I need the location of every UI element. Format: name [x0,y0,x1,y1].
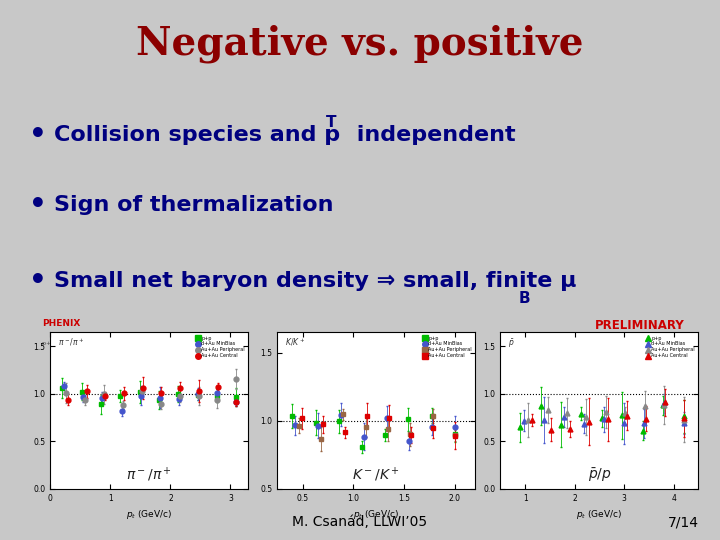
Text: $\bar{p}/p$: $\bar{p}/p$ [588,466,611,484]
Text: $\pi^-/\pi^+$: $\pi^-/\pi^+$ [127,465,172,484]
Text: $K/K^+$: $K/K^+$ [285,337,305,348]
Text: $\pi^-/\pi^+$: $\pi^-/\pi^+$ [58,337,85,348]
X-axis label: $p_t$ (GeV/c): $p_t$ (GeV/c) [126,508,173,521]
Text: Sign of thermalization: Sign of thermalization [54,194,333,215]
Text: Negative vs. positive: Negative vs. positive [136,25,584,63]
Text: •: • [29,121,47,149]
Text: PHENIX: PHENIX [42,319,81,328]
Text: •: • [29,267,47,295]
Text: B: B [518,291,530,306]
Text: $\bar{p}$: $\bar{p}$ [508,337,515,349]
Text: T: T [326,114,337,130]
Legend: p+p, d+Au MinBias, Au+Au Peripheral, Au+Au Central: p+p, d+Au MinBias, Au+Au Peripheral, Au+… [195,335,246,360]
Text: 7/14: 7/14 [667,516,698,529]
Legend: p+p, d+Au MinBias, Au+Au Peripheral, Au+Au Central: p+p, d+Au MinBias, Au+Au Peripheral, Au+… [422,335,473,360]
Text: $K^-/K^+$: $K^-/K^+$ [352,465,400,484]
Text: Small net baryon density ⇒ small, finite μ: Small net baryon density ⇒ small, finite… [54,271,577,291]
Text: p+p, d+Au, Au+Au  √s = 200 GeV: p+p, d+Au, Au+Au √s = 200 GeV [42,340,150,346]
Text: M. Csanád, LLWI’05: M. Csanád, LLWI’05 [292,516,428,529]
Text: independent: independent [349,125,516,145]
Text: Collision species and p: Collision species and p [54,125,340,145]
Legend: p+p, d+Au MinBias, Au+Au Peripheral, Au+Au Central: p+p, d+Au MinBias, Au+Au Peripheral, Au+… [645,335,696,360]
Text: •: • [29,191,47,219]
Text: PRELIMINARY: PRELIMINARY [595,319,685,332]
X-axis label: $p_t$ (GeV/c): $p_t$ (GeV/c) [576,508,623,521]
X-axis label: $p_t$ (GeV/c): $p_t$ (GeV/c) [353,508,400,521]
